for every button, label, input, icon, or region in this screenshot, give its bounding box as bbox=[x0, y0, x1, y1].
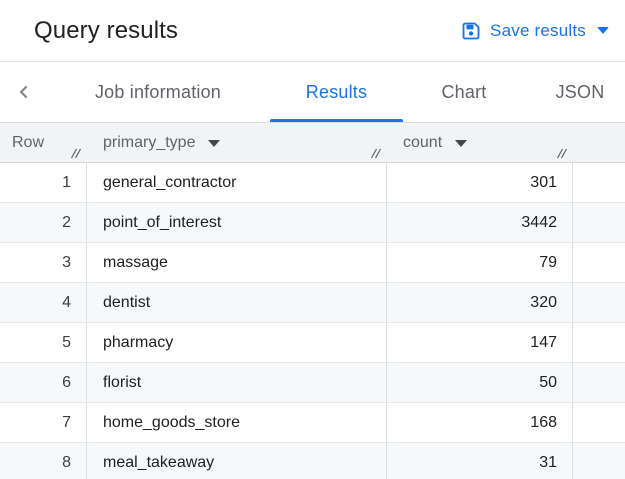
filler-cell bbox=[573, 163, 625, 202]
row-number-cell: 6 bbox=[0, 363, 87, 402]
primary-type-cell: pharmacy bbox=[87, 323, 387, 362]
primary-type-cell: point_of_interest bbox=[87, 203, 387, 242]
filler-cell bbox=[573, 243, 625, 282]
count-cell: 320 bbox=[387, 283, 573, 322]
primary-type-cell: home_goods_store bbox=[87, 403, 387, 442]
row-number-cell: 5 bbox=[0, 323, 87, 362]
arrow-drop-down-icon[interactable] bbox=[208, 140, 221, 147]
page-title: Query results bbox=[34, 16, 179, 44]
tab-chart[interactable]: Chart bbox=[412, 62, 516, 122]
tabs-scroll-left-button[interactable] bbox=[6, 62, 42, 122]
dropdown-caret-icon bbox=[597, 27, 609, 34]
count-cell: 50 bbox=[387, 363, 573, 402]
table-row: 4 dentist 320 bbox=[0, 283, 625, 323]
table-row: 3 massage 79 bbox=[0, 243, 625, 283]
column-header-filler bbox=[573, 123, 625, 162]
save-results-label: Save results bbox=[490, 20, 586, 40]
table-row: 6 florist 50 bbox=[0, 363, 625, 403]
tab-label: Results bbox=[305, 81, 368, 102]
count-cell: 31 bbox=[387, 443, 573, 479]
column-label: Row bbox=[12, 133, 45, 151]
row-number-cell: 1 bbox=[0, 163, 87, 202]
column-header-row: Row bbox=[0, 123, 87, 162]
chevron-left-icon bbox=[14, 82, 34, 102]
column-label: primary_type bbox=[103, 133, 196, 151]
column-header-primary-type[interactable]: primary_type bbox=[87, 123, 387, 162]
tab-bar: Job information Results Chart JSON bbox=[0, 62, 625, 123]
filler-cell bbox=[573, 283, 625, 322]
table-row: 5 pharmacy 147 bbox=[0, 323, 625, 363]
table-header: Row primary_type count bbox=[0, 123, 625, 163]
tab-json[interactable]: JSON bbox=[527, 62, 625, 122]
filler-cell bbox=[573, 443, 625, 479]
row-number-cell: 4 bbox=[0, 283, 87, 322]
row-number-cell: 2 bbox=[0, 203, 87, 242]
count-cell: 301 bbox=[387, 163, 573, 202]
filler-cell bbox=[573, 323, 625, 362]
count-cell: 147 bbox=[387, 323, 573, 362]
primary-type-cell: meal_takeaway bbox=[87, 443, 387, 479]
column-label: count bbox=[403, 133, 443, 151]
column-resize-handle-icon[interactable] bbox=[556, 148, 569, 159]
table-row: 2 point_of_interest 3442 bbox=[0, 203, 625, 243]
tab-label: Chart bbox=[441, 81, 487, 102]
table-row: 8 meal_takeaway 31 bbox=[0, 443, 625, 479]
row-number-cell: 3 bbox=[0, 243, 87, 282]
primary-type-cell: massage bbox=[87, 243, 387, 282]
tab-label: Job information bbox=[94, 81, 222, 102]
count-cell: 3442 bbox=[387, 203, 573, 242]
tab-label: JSON bbox=[555, 81, 605, 102]
count-cell: 168 bbox=[387, 403, 573, 442]
filler-cell bbox=[573, 203, 625, 242]
tab-job-information[interactable]: Job information bbox=[63, 62, 253, 122]
primary-type-cell: florist bbox=[87, 363, 387, 402]
arrow-drop-down-icon[interactable] bbox=[455, 140, 468, 147]
primary-type-cell: general_contractor bbox=[87, 163, 387, 202]
results-table: 1 general_contractor 301 2 point_of_inte… bbox=[0, 163, 625, 479]
column-resize-handle-icon[interactable] bbox=[70, 148, 83, 159]
table-row: 7 home_goods_store 168 bbox=[0, 403, 625, 443]
row-number-cell: 8 bbox=[0, 443, 87, 479]
save-icon bbox=[461, 21, 481, 41]
save-results-button[interactable]: Save results bbox=[461, 21, 609, 41]
row-number-cell: 7 bbox=[0, 403, 87, 442]
table-row: 1 general_contractor 301 bbox=[0, 163, 625, 203]
filler-cell bbox=[573, 403, 625, 442]
filler-cell bbox=[573, 363, 625, 402]
tab-results[interactable]: Results bbox=[270, 62, 403, 122]
primary-type-cell: dentist bbox=[87, 283, 387, 322]
column-header-count[interactable]: count bbox=[387, 123, 573, 162]
column-resize-handle-icon[interactable] bbox=[370, 148, 383, 159]
active-tab-indicator bbox=[270, 119, 403, 122]
title-bar: Query results Save results bbox=[0, 0, 625, 62]
count-cell: 79 bbox=[387, 243, 573, 282]
